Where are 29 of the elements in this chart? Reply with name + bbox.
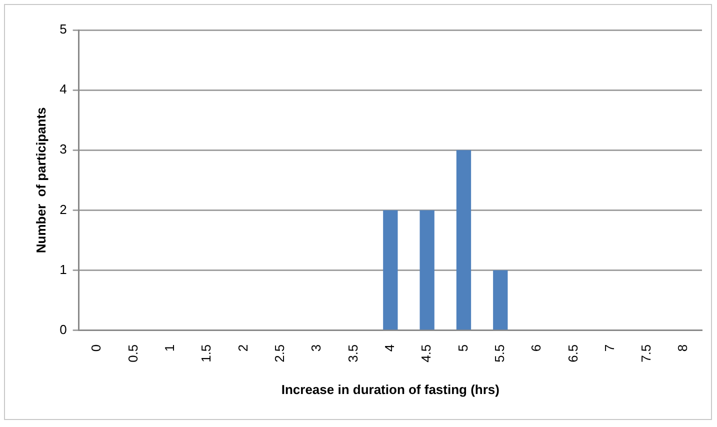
bar — [420, 210, 434, 330]
x-tick-label: 2 — [235, 344, 250, 352]
y-tick-label: 5 — [60, 22, 67, 37]
bar — [493, 270, 508, 330]
bar — [456, 150, 472, 330]
y-tick-label: 1 — [60, 262, 67, 277]
x-tick-label: 1.5 — [198, 344, 214, 362]
bar — [383, 210, 398, 330]
x-tick-label: 7.5 — [638, 344, 654, 362]
y-tick-label: 0 — [60, 322, 67, 337]
x-tick-label: 2.5 — [272, 344, 288, 362]
x-tick-label: 7 — [602, 344, 617, 352]
y-tick-label: 4 — [60, 82, 67, 97]
y-axis-title: Number of participants — [33, 107, 48, 254]
x-tick-label: 6.5 — [565, 344, 580, 362]
x-tick-label: 0 — [88, 344, 104, 352]
x-tick-label: 5 — [455, 344, 470, 352]
x-tick-label: 1 — [162, 344, 178, 352]
x-tick-label: 5.5 — [492, 344, 507, 362]
x-tick-label: 4 — [382, 344, 397, 352]
x-tick-label: 8 — [675, 344, 690, 352]
x-tick-label: 3.5 — [345, 344, 360, 362]
x-tick-label: 4.5 — [418, 344, 434, 362]
y-tick-label: 2 — [60, 202, 67, 217]
y-tick-label: 3 — [60, 142, 67, 157]
x-axis-title: Increase in duration of fasting (hrs) — [281, 382, 500, 397]
x-tick-label: 3 — [308, 344, 324, 352]
x-tick-label: 6 — [528, 344, 544, 352]
x-tick-label: 0.5 — [125, 344, 140, 362]
